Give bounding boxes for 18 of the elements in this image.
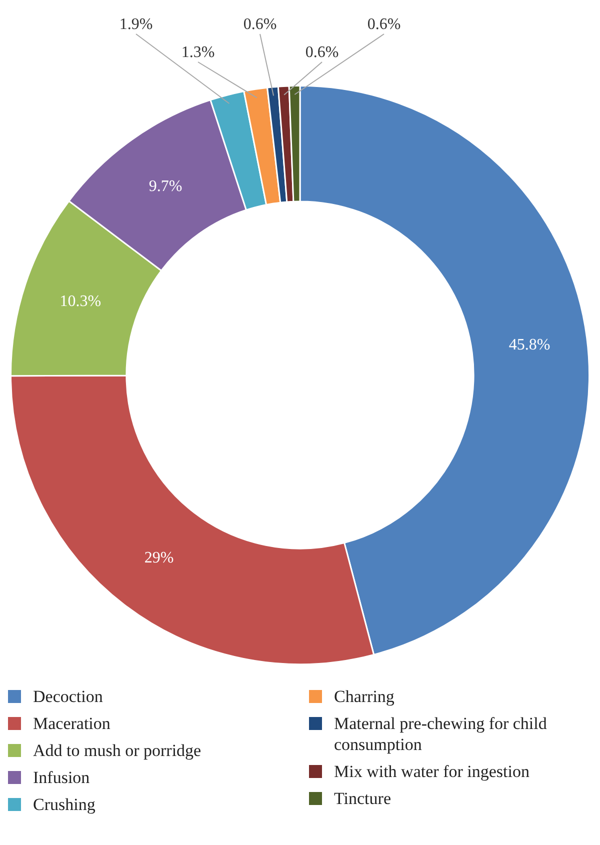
legend-label: Add to mush or porridge xyxy=(33,740,202,761)
data-label: 45.8% xyxy=(508,336,550,354)
data-label: 1.3% xyxy=(181,44,215,62)
legend-label: Maternal pre-chewing for child consumption xyxy=(334,713,548,755)
legend-label: Decoction xyxy=(33,686,103,707)
legend-label: Infusion xyxy=(33,767,90,788)
data-label: 0.6% xyxy=(243,16,277,34)
data-label: 0.6% xyxy=(367,16,401,34)
data-label: 10.3% xyxy=(60,293,102,310)
data-label: 0.6% xyxy=(305,44,339,62)
data-label: 1.9% xyxy=(119,16,153,34)
data-label: 9.7% xyxy=(148,178,182,195)
legend-label: Tincture xyxy=(334,788,391,809)
legend-label: Charring xyxy=(334,686,394,707)
legend-label: Mix with water for ingestion xyxy=(334,761,530,782)
legend-label: Maceration xyxy=(33,713,110,734)
legend-label: Crushing xyxy=(33,794,96,815)
data-label: 29% xyxy=(144,550,174,567)
